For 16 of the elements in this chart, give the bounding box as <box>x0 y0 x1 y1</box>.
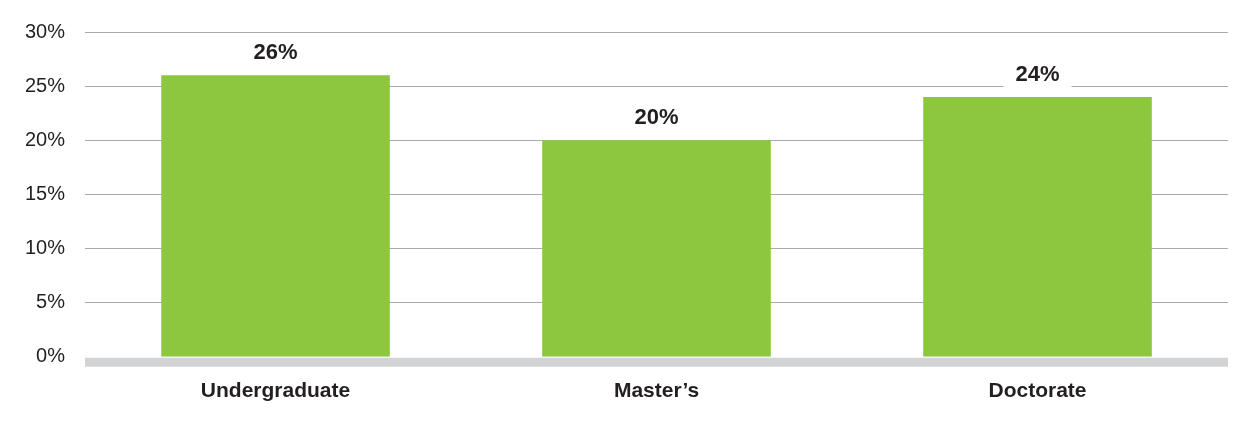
bar <box>923 96 1152 357</box>
data-label: 24% <box>1015 61 1060 87</box>
y-tick-label: 30% <box>25 19 66 42</box>
data-label: 26% <box>253 39 298 65</box>
bar <box>161 75 390 357</box>
x-tick-label: Master’s <box>613 378 700 402</box>
y-tick-label: 10% <box>25 236 66 259</box>
x-tick-label: Undergraduate <box>200 378 351 402</box>
y-tick-label: 25% <box>25 73 66 96</box>
x-tick-label: Doctorate <box>988 378 1087 402</box>
y-tick-label: 20% <box>25 127 66 150</box>
y-tick-label: 0% <box>36 344 66 367</box>
y-tick-label: 5% <box>36 290 66 313</box>
bar <box>542 140 771 357</box>
data-label: 20% <box>634 104 679 130</box>
y-tick-label: 15% <box>25 181 66 204</box>
